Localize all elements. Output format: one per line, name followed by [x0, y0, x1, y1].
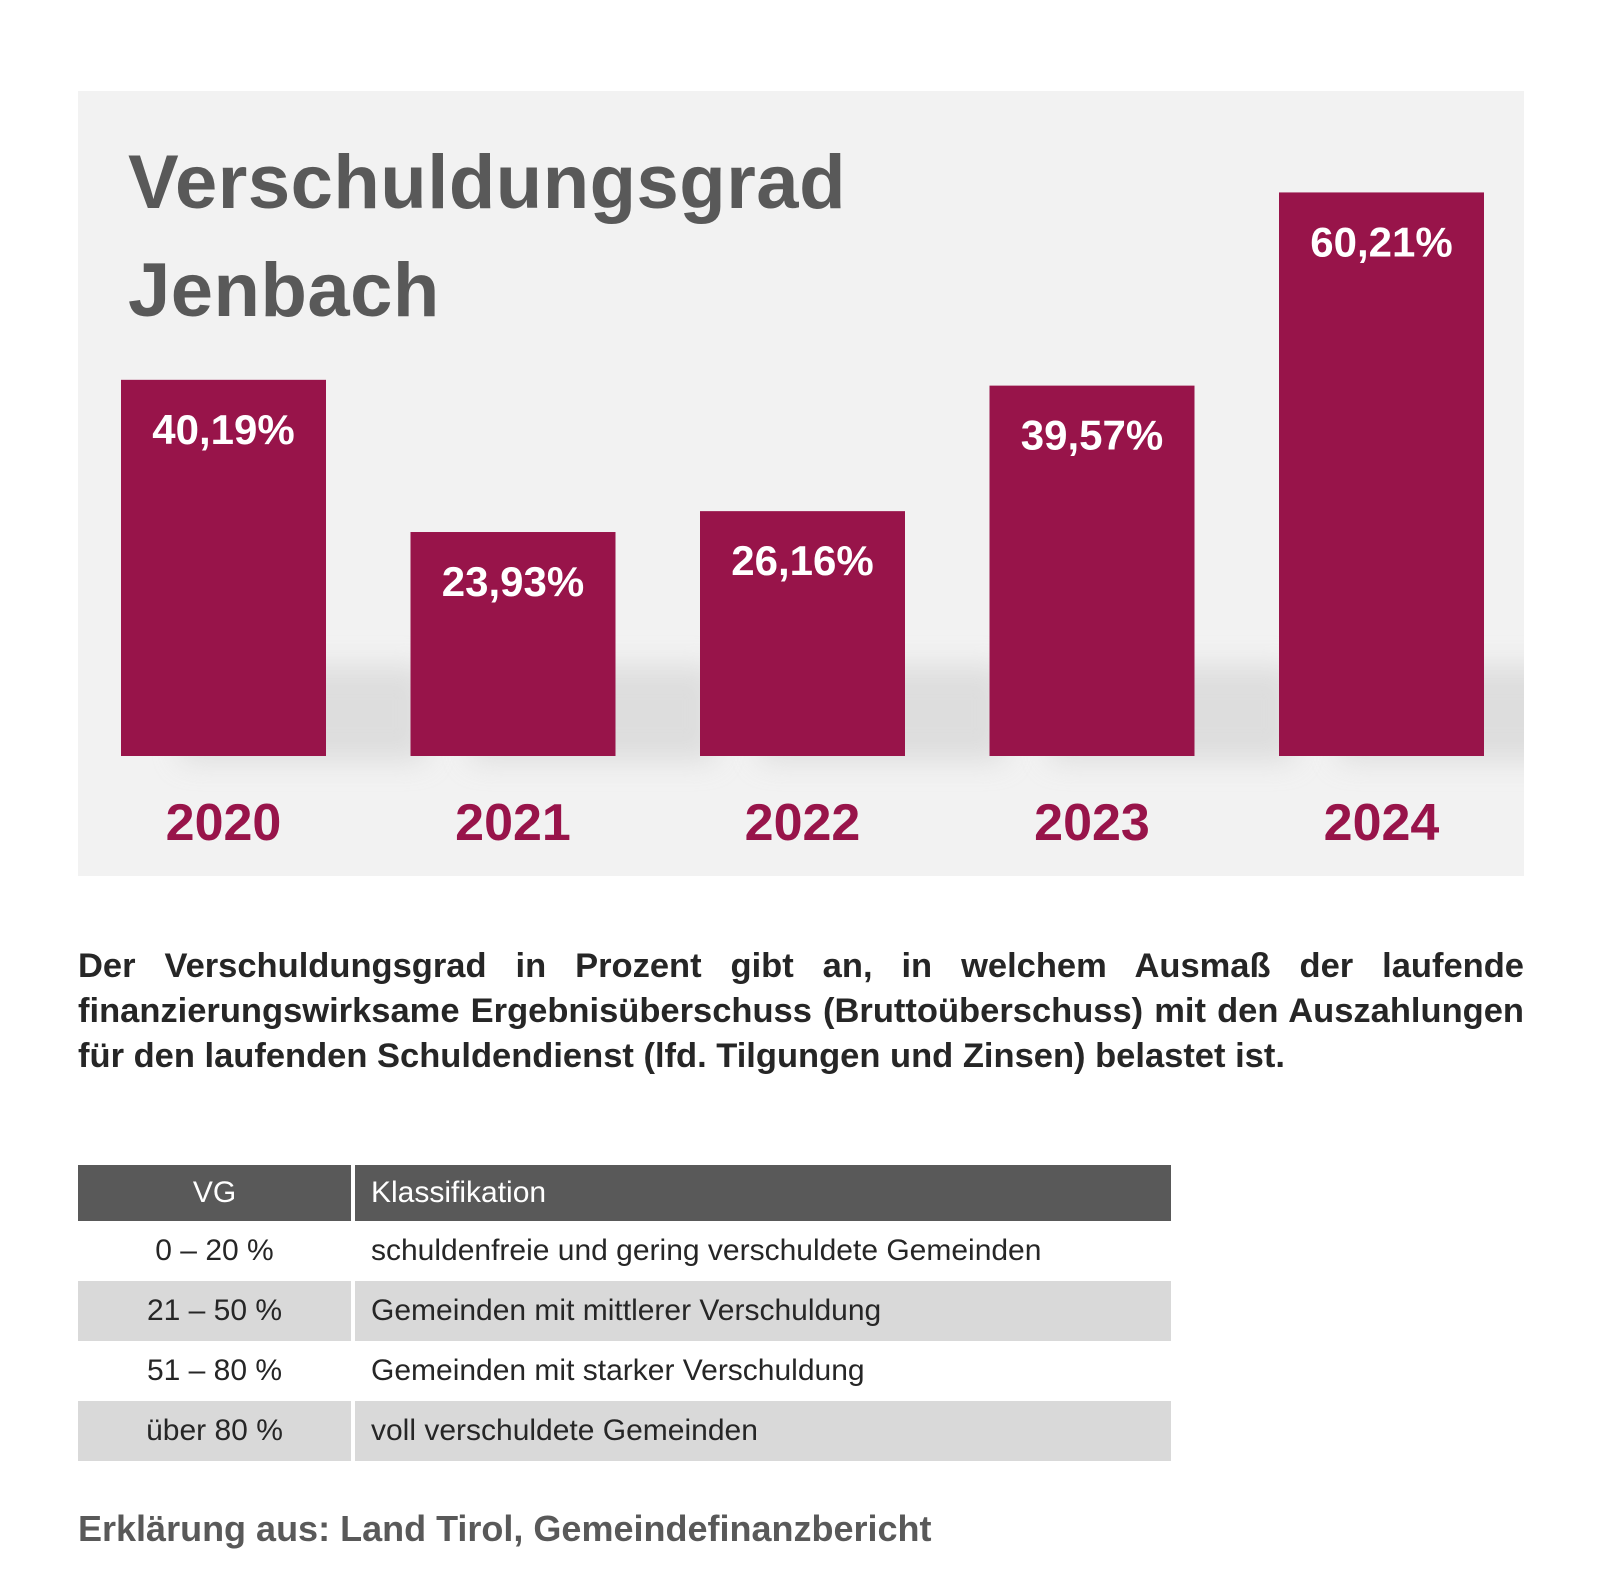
- category-labels: 2020 2021 2022 2023 2024: [166, 794, 1440, 852]
- cell-klassifikation: schuldenfreie und gering verschuldete Ge…: [355, 1221, 1171, 1281]
- bar-2024: [1279, 192, 1484, 757]
- bar-chart: 40,19%23,93% 26,16%39,57%60,21% 2020 2021 2…: [121, 192, 1524, 852]
- description-paragraph: Der Verschuldungsgrad in Prozent gibt an…: [78, 947, 1524, 1075]
- classification-table: VG Klassifikation 0 – 20 % schuldenfreie…: [78, 1165, 1171, 1461]
- table-row: über 80 % voll verschuldete Gemeinden: [78, 1401, 1171, 1461]
- bar-2022: [700, 511, 905, 756]
- category-label-2021: 2021: [455, 794, 571, 852]
- source-note: Erklärung aus: Land Tirol, Gemeindefinan…: [78, 1508, 932, 1549]
- cell-vg: 21 – 50 %: [78, 1281, 355, 1341]
- value-label-2022: 26,16%: [731, 537, 873, 584]
- cell-vg: 0 – 20 %: [78, 1221, 355, 1281]
- value-label-2021: 23,93%: [442, 558, 584, 605]
- table-row: 51 – 80 % Gemeinden mit starker Verschul…: [78, 1341, 1171, 1401]
- cell-klassifikation: Gemeinden mit mittlerer Verschuldung: [355, 1281, 1171, 1341]
- value-label-2023: 39,57%: [1021, 412, 1163, 459]
- header-klassifikation: Klassifikation: [355, 1165, 1171, 1221]
- category-label-2024: 2024: [1324, 794, 1440, 852]
- table-row: 0 – 20 % schuldenfreie und gering versch…: [78, 1221, 1171, 1281]
- value-labels: 40,19% 23,93% 26,16% 39,57% 60,21%: [152, 218, 1452, 605]
- bar-2021: [410, 532, 616, 756]
- bar-2020: [121, 379, 326, 756]
- chart-panel: 40,19% 23,93% 26,16% 39,57% 60,21% 2020 2021 2…: [78, 91, 1524, 876]
- header-vg: VG: [78, 1165, 355, 1221]
- bar-2023: [989, 385, 1195, 756]
- category-label-2023: 2023: [1034, 794, 1150, 852]
- chart-title: Verschuldungsgrad Jenbach: [128, 129, 846, 345]
- value-label-2024: 60,21%: [1310, 218, 1452, 265]
- cell-vg: 51 – 80 %: [78, 1341, 355, 1401]
- cell-vg: über 80 %: [78, 1401, 355, 1461]
- value-label-2020: 40,19%: [152, 406, 294, 453]
- category-label-2020: 2020: [166, 794, 282, 852]
- chart-title-line-2: Jenbach: [128, 248, 440, 333]
- category-label-2022: 2022: [745, 794, 861, 852]
- cell-klassifikation: voll verschuldete Gemeinden: [355, 1401, 1171, 1461]
- chart-title-line-1: Verschuldungsgrad: [128, 140, 846, 225]
- cell-klassifikation: Gemeinden mit starker Verschuldung: [355, 1341, 1171, 1401]
- bars: [121, 192, 1484, 757]
- table-header-row: VG Klassifikation: [78, 1165, 1171, 1221]
- table-row: 21 – 50 % Gemeinden mit mittlerer Versch…: [78, 1281, 1171, 1341]
